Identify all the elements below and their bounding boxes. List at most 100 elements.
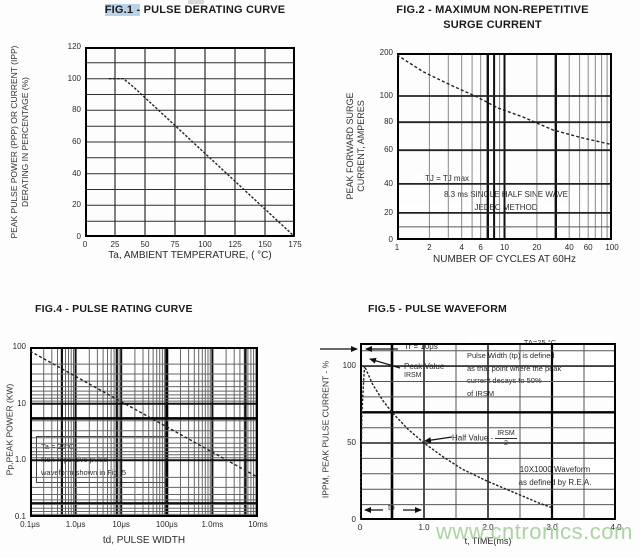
fig1-x-tick-125: 125 [228,240,242,249]
fig4-y-tick-1.0: 1.0 [14,455,26,465]
fig1-x-tick-0: 0 [82,240,88,249]
fig5-plot-area [360,343,616,520]
fig2-y-axis-label: PEAK FORWARD SURGE CURRENT, AMPERES [345,76,367,216]
fig2-y-tick-20: 20 [384,207,393,217]
fig4-y-tick-10: 10 [17,398,26,408]
fig1-title-highlight: FIG.1 - [104,4,141,16]
fig1-x-tick-75: 75 [170,240,180,249]
fig5-half-value-denominator: 2 [504,440,508,447]
fig1-y-axis-label: PEAK PULSE POWER (PPP) OR CURRENT (IPP) … [9,42,31,242]
fig5-peak-value-label: Peak Value [404,362,445,371]
fig2-annotation-jedec: JEDEC METHOD [399,203,613,212]
fig1-curve [108,78,295,237]
fig5-waveform-note-line2: as defined by R.E.A. [518,478,592,487]
fig2-y-tick-0: 0 [388,235,393,244]
fig2-x-tick-2: 2 [427,243,432,252]
fig1-x-tick-50: 50 [140,240,150,249]
fig5-waveform-note-line1: 10X1000 Waveform [519,465,591,474]
fig1-y-axis-label-line1: PEAK PULSE POWER (PPP) OR CURRENT (IPP) [9,45,19,239]
fig2-x-tick-40: 40 [564,243,574,252]
fig5-half-value-label: Half Value - IRSM 2 [452,430,517,447]
fig2-x-tick-4: 4 [459,243,464,252]
fig1-y-tick-100: 100 [67,73,81,83]
fig2-x-tick-10: 10 [500,243,509,252]
fig4-y-tick-0.1: 0.1 [14,512,26,521]
fig4-x-tick-100μs: 100μs [155,520,178,529]
fig4-note-box: Ta = 25°C Non-repetitive pulse waveform … [36,436,168,483]
fig4-x-tick-1.0ms: 1.0ms [201,520,224,529]
fig1-y-tick-20: 20 [72,200,81,210]
fig5-half-value-fraction: IRSM 2 [495,430,517,447]
fig2-title-line1: FIG.2 - MAXIMUM NON-REPETITIVE [396,4,589,16]
fig5-rise-time-label: Tr = 10μs [402,342,440,351]
fig5-peak-value-symbol: IRSM [404,372,422,379]
fig1-y-tick-40: 40 [72,168,81,178]
fig4-x-tick-0.1μs: 0.1μs [20,520,40,529]
fig5-curve [360,365,553,520]
fig4-note-line2: Non-repetitive pulse [41,455,108,464]
fig4-y-tick-100: 100 [12,342,26,351]
fig2-plot-area [397,53,612,240]
fig5-x-tick-0: 0 [357,523,363,532]
fig5-definition-note: TA=25 °C Pulse Width (tp) is defined as … [467,337,613,401]
watermark-text: www.cntronics.com [436,519,633,544]
fig2-annotation-halfsine: 8.3 ms SINGLE HALF SINE WAVE [399,190,613,199]
fig2-x-axis-label: NUMBER OF CYCLES AT 60Hz [433,254,576,265]
fig5-y-tick-100: 100 [342,361,356,371]
fig4-x-axis-label: td, PULSE WIDTH [102,535,186,546]
fig2-title-line2: SURGE CURRENT [443,19,542,31]
fig2-y-tick-100: 100 [379,91,393,100]
fig5-waveform-note: 10X1000 Waveform as defined by R.E.A. [494,463,616,489]
fig4-note-line3: waveform shown in Fig. 5 [41,468,127,477]
fig1-y-tick-80: 80 [72,105,81,115]
fig5-title: FIG.5 - PULSE WAVEFORM [368,303,507,315]
fig2-y-tick-80: 80 [384,117,393,127]
fig5-y-tick-50: 50 [347,438,356,448]
fig1-y-tick-60: 60 [72,137,81,146]
fig5-y-tick-0: 0 [351,515,356,524]
fig5-definition-rest: Pulse Width (tp) is defined as that poin… [467,350,562,399]
fig4-x-tick-10ms: 10ms [248,520,268,529]
fig1-x-axis-label: Ta, AMBIENT TEMPERATURE, ( °C) [108,250,272,261]
fig2-x-tick-1: 1 [394,243,400,252]
fig2-x-tick-60: 60 [583,243,593,252]
fig1-x-tick-150: 150 [258,240,272,249]
fig5-y-axis-label: IPPM, PEAK PULSE CURRENT - % [320,360,331,499]
fig5-tp-label: tp [386,503,397,512]
fig4-curve [30,350,258,479]
fig4-x-tick-10μs: 10μs [112,520,130,529]
fig4-title: FIG.4 - PULSE RATING CURVE [35,303,193,315]
fig2-y-tick-40: 40 [384,178,393,188]
fig2-y-tick-200: 200 [379,48,393,57]
fig1-title: FIG.1 - PULSE DERATING CURVE [75,4,315,16]
fig2-annotation-tj: TJ = TJ max [412,174,482,183]
fig1-x-tick-100: 100 [198,240,212,249]
fig2-x-tick-20: 20 [532,243,542,252]
fig1-title-text: PULSE DERATING CURVE [140,4,286,16]
fig5-half-value-text: Half Value - [452,433,494,443]
fig1-x-tick-175: 175 [288,240,302,249]
fig2-curve [397,54,612,146]
fig5-definition-line1: TA=25 °C [523,338,557,347]
fig2-x-tick-100: 100 [605,243,619,252]
scan-artifact [188,0,204,4]
fig1-plot-area [85,47,295,237]
fig1-x-tick-25: 25 [110,240,120,249]
fig4-x-tick-1.0μs: 1.0μs [65,520,86,529]
fig1-y-tick-0: 0 [76,232,81,241]
fig4-plot-area [30,347,258,517]
fig4-note-line1: Ta = 25°C [41,442,75,451]
fig2-y-axis-label-line2: CURRENT, AMPERES [356,100,366,192]
fig2-y-axis-label-line1: PEAK FORWARD SURGE [345,92,355,200]
fig2-x-tick-6: 6 [478,243,483,252]
fig5-half-value-numerator: IRSM [495,430,517,439]
fig4-y-axis-label: Pp,PEAK POWER (KW) [4,383,15,476]
fig1-y-tick-120: 120 [67,42,81,51]
fig2-y-tick-60: 60 [384,145,393,155]
